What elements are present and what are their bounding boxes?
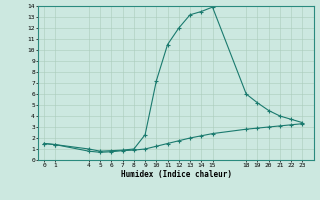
X-axis label: Humidex (Indice chaleur): Humidex (Indice chaleur) [121, 170, 231, 179]
